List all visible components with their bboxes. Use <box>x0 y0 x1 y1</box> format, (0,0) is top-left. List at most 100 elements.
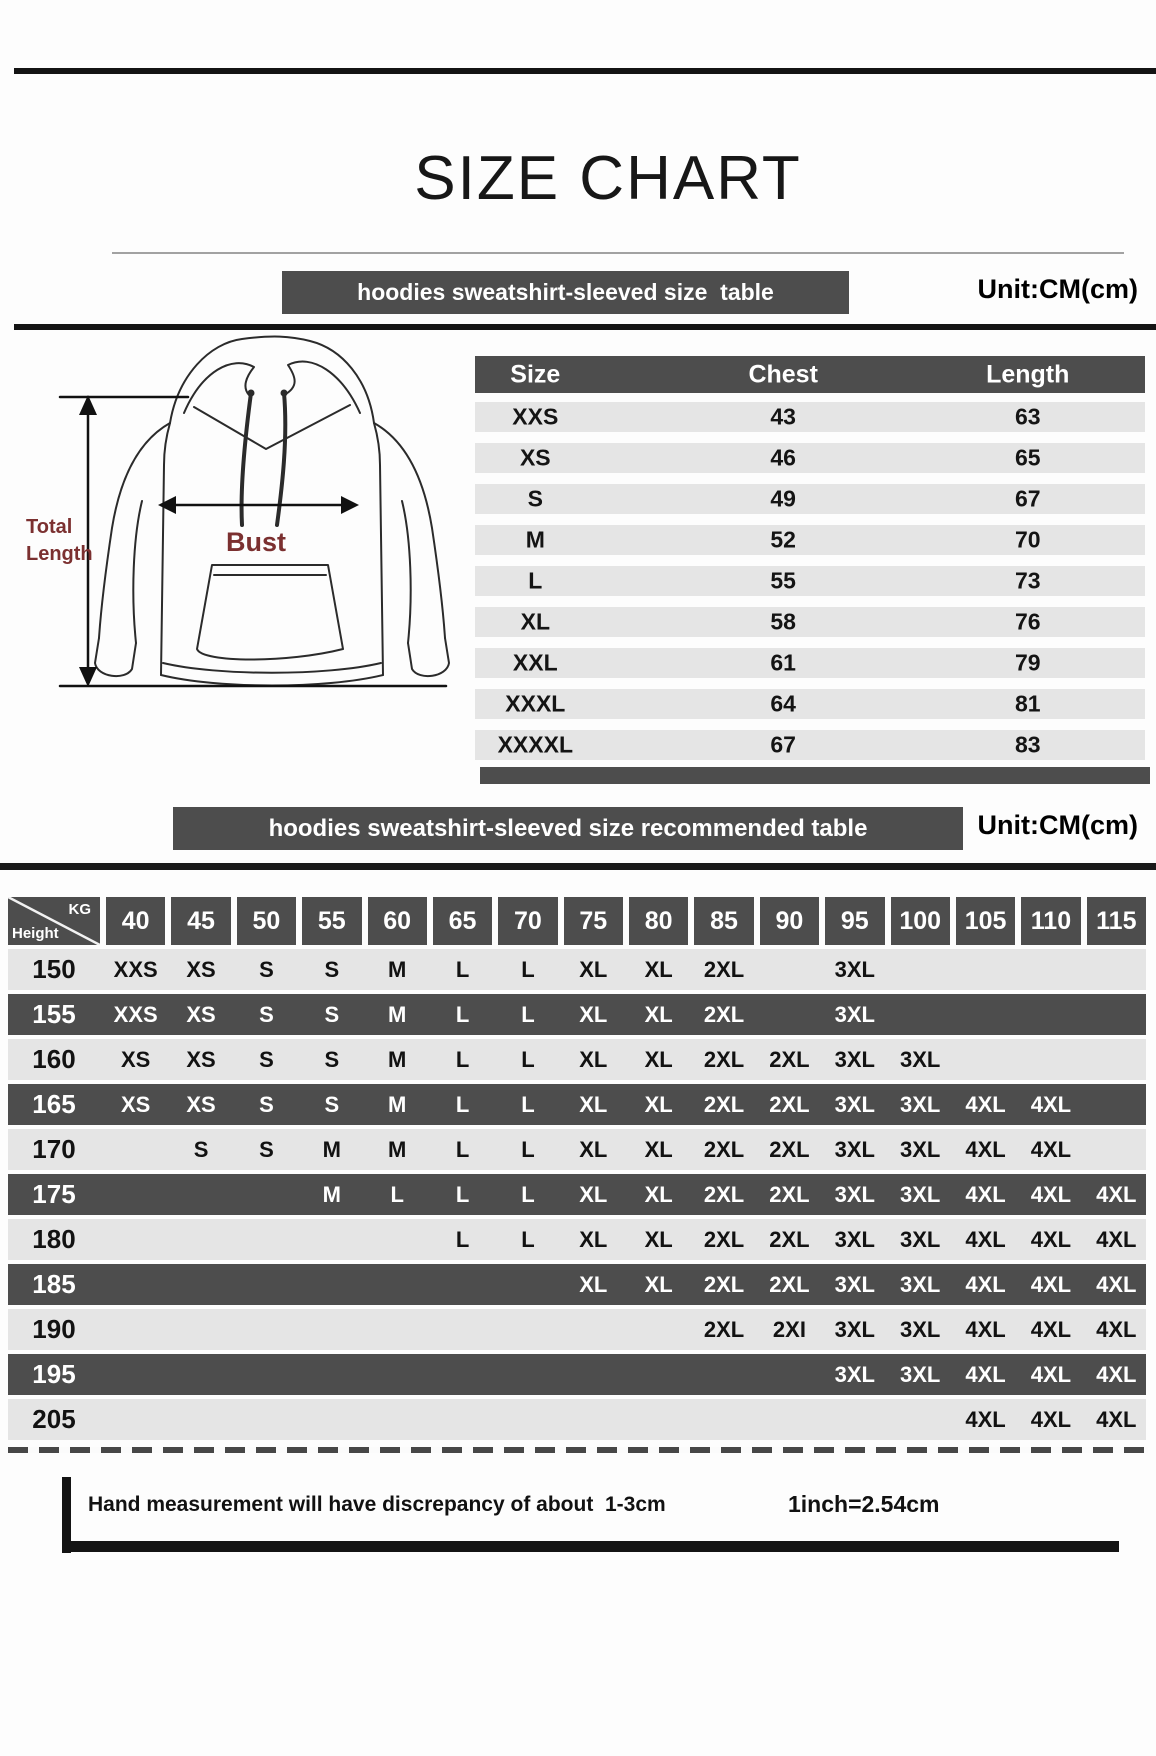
matrix-size-cell: S <box>324 1001 340 1027</box>
matrix-size-cell: 2XL <box>703 1046 745 1072</box>
kg-column-header: 50 <box>236 897 297 945</box>
matrix-size-cell: 4XL <box>1030 1226 1072 1252</box>
size-table-cell: XS <box>519 444 551 471</box>
matrix-size-cell: L <box>390 1181 404 1207</box>
matrix-row: 155 XXS XS S S M L L XL XL 2XL 3XL <box>8 994 1146 1035</box>
size-table-cell: 73 <box>1014 567 1041 594</box>
matrix-size-cell: 3XL <box>834 1226 875 1252</box>
size-table-cell: 49 <box>770 485 796 512</box>
matrix-size-cell: 3XL <box>900 1361 941 1387</box>
matrix-size-cell: XS <box>186 1001 216 1027</box>
hem-inner <box>162 662 382 674</box>
kangaroo-pocket <box>196 564 344 661</box>
matrix-row: 195 3XL 3XL 4XL 4XL 4XL <box>8 1354 1146 1395</box>
size-table-cell: 64 <box>770 690 796 717</box>
matrix-height-label: 195 <box>32 1359 76 1389</box>
matrix-size-cell: 2XL <box>769 1271 810 1297</box>
matrix-row: 175 M L L L XL XL 2XL 2XL 3XL 3XL 4XL 4XL 4XL <box>8 1174 1146 1215</box>
thin-divider <box>112 252 1124 254</box>
size-table-row: XS 46 65 <box>475 443 1145 473</box>
matrix-size-cell: 4XL <box>965 1136 1006 1162</box>
matrix-size-cell: 4XL <box>965 1226 1006 1252</box>
matrix-size-cell: XL <box>644 956 673 982</box>
drawstring-left <box>239 391 253 527</box>
matrix-size-cell: 4XL <box>1030 1091 1072 1117</box>
size-table-cell: S <box>527 485 543 512</box>
hood-outline <box>169 335 375 424</box>
page-title: SIZE CHART <box>414 144 802 213</box>
kg-column-header: 105 <box>955 897 1016 945</box>
size-table-col-chest: Chest <box>748 360 818 388</box>
kg-column-header: 100 <box>890 897 950 945</box>
matrix-size-cell: 4XL <box>1096 1406 1137 1432</box>
matrix-size-cell: L <box>455 1001 470 1027</box>
matrix-size-cell: 2XL <box>703 1091 745 1117</box>
matrix-size-cell: 2XL <box>769 1091 810 1117</box>
matrix-size-cell: 4XL <box>1096 1271 1137 1297</box>
section2-unit-label: Unit:CM(cm) <box>977 810 1138 840</box>
matrix-height-label: 165 <box>32 1089 76 1119</box>
kg-column-header: 95 <box>825 897 885 945</box>
size-table-row: L 55 73 <box>475 566 1145 596</box>
inch-conversion-note: 1inch=2.54cm <box>788 1491 940 1517</box>
kg-column-header: 85 <box>694 897 754 945</box>
matrix-size-cell: 3XL <box>900 1091 941 1117</box>
matrix-size-cell: M <box>388 1001 407 1027</box>
matrix-height-label: 155 <box>32 999 76 1029</box>
matrix-size-cell: L <box>521 1226 535 1252</box>
matrix-bottom-dashed-line <box>8 1447 1148 1453</box>
kg-column-header: 80 <box>629 897 689 945</box>
matrix-size-cell: L <box>521 1136 535 1162</box>
matrix-size-cell: XL <box>644 1046 673 1072</box>
matrix-size-cell: XXS <box>113 1001 158 1027</box>
size-table-cell: 67 <box>770 731 796 758</box>
matrix-size-cell: 3XL <box>834 1271 875 1297</box>
matrix-row: 205 4XL 4XL 4XL <box>8 1399 1146 1440</box>
matrix-size-cell: XL <box>644 1181 673 1207</box>
matrix-height-label: 150 <box>32 954 76 984</box>
matrix-size-cell: 3XL <box>900 1226 941 1252</box>
matrix-size-cell: 4XL <box>1030 1271 1072 1297</box>
matrix-size-cell: 3XL <box>834 1091 875 1117</box>
kg-column-header: 90 <box>759 897 820 945</box>
matrix-size-cell: S <box>324 1046 340 1072</box>
section2-divider <box>0 863 1156 870</box>
kg-column-header: 110 <box>1021 897 1081 945</box>
matrix-size-cell: L <box>521 1091 535 1117</box>
matrix-size-cell: XL <box>644 1136 673 1162</box>
matrix-size-cell: S <box>193 1136 209 1162</box>
matrix-size-cell: 2XL <box>769 1226 810 1252</box>
matrix-row: 185 XL XL 2XL 2XL 3XL 3XL 4XL 4XL 4XL <box>8 1264 1146 1305</box>
kg-column-header: 70 <box>498 897 558 945</box>
matrix-size-cell: M <box>388 1136 407 1162</box>
bust-label: Bust <box>226 527 286 557</box>
matrix-size-cell: 4XL <box>1030 1136 1072 1162</box>
matrix-size-cell: 3XL <box>900 1316 941 1342</box>
arrowhead-left-icon <box>158 496 176 514</box>
matrix-size-cell: XS <box>186 1091 216 1117</box>
matrix-size-cell: 3XL <box>900 1271 941 1297</box>
body-left-side <box>160 422 171 676</box>
size-table-col-length: Length <box>986 360 1070 388</box>
size-table-row: XXL 61 79 <box>475 648 1145 678</box>
size-table-cell: 81 <box>1014 690 1041 717</box>
arrowhead-down-icon <box>79 667 97 687</box>
matrix-size-cell: 4XL <box>1096 1181 1137 1207</box>
size-table-row: XXXXL 67 83 <box>475 730 1145 760</box>
matrix-size-cell: 3XL <box>834 1361 875 1387</box>
size-table-cell: 58 <box>770 608 796 635</box>
matrix-size-cell: 3XL <box>834 1316 875 1342</box>
matrix-size-cell: 3XL <box>900 1046 941 1072</box>
arrowhead-right-icon <box>341 496 359 514</box>
footer-bracket-horizontal <box>62 1541 1119 1552</box>
matrix-size-cell: 4XL <box>1030 1181 1072 1207</box>
matrix-size-cell: XL <box>579 1226 608 1252</box>
size-table-body: XXS 43 63 XS 46 65 S 49 67 M 52 70 L 55 73 XL 58 76 XXL 61 7… <box>475 402 1145 760</box>
matrix-size-cell: M <box>388 1046 407 1072</box>
size-table-row: S 49 67 <box>475 484 1145 514</box>
matrix-size-cell: 2XL <box>703 1136 745 1162</box>
matrix-height-label: 175 <box>32 1179 76 1209</box>
size-table-cell: 79 <box>1014 649 1041 676</box>
matrix-size-cell: L <box>521 1181 535 1207</box>
matrix-size-cell: 4XL <box>965 1316 1006 1342</box>
